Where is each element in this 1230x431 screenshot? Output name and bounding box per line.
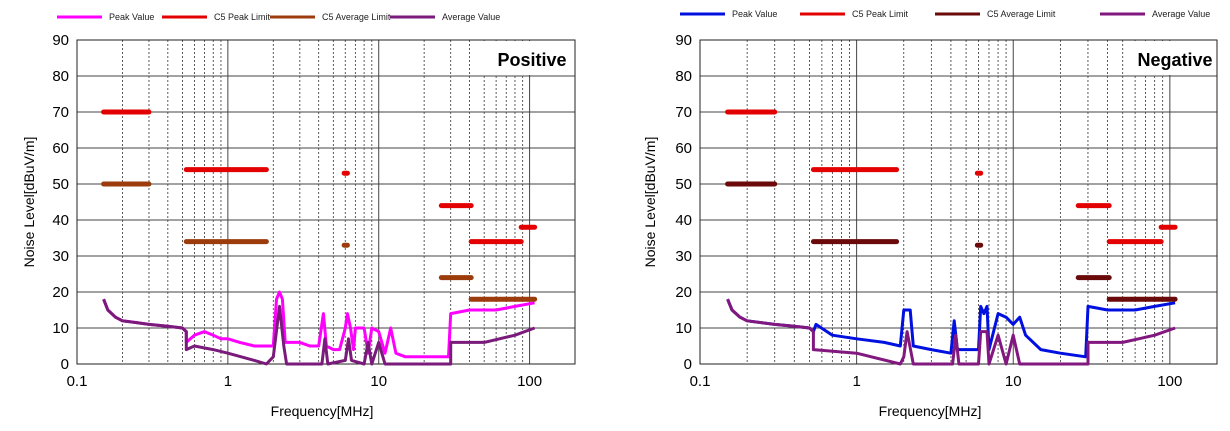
legend-label: C5 Peak Limit: [852, 9, 909, 19]
x-tick-label: 100: [517, 373, 542, 390]
x-tick-label: 100: [1157, 373, 1182, 390]
series-average-value: [726, 298, 1176, 366]
y-tick-label: 40: [675, 212, 692, 229]
chart-title: Positive: [497, 50, 566, 70]
plot-area-border: [699, 39, 1218, 365]
x-axis-label: Frequency[MHz]: [271, 403, 374, 419]
y-tick-label: 0: [684, 356, 692, 373]
y-tick-label: 50: [675, 176, 692, 193]
legend-label: C5 Average Limit: [987, 9, 1056, 19]
chart-title: Negative: [1137, 50, 1212, 70]
x-tick-label: 1: [224, 373, 232, 390]
y-tick-label: 70: [675, 104, 692, 121]
y-tick-label: 90: [675, 32, 692, 49]
y-tick-label: 30: [675, 248, 692, 265]
y-tick-label: 20: [675, 284, 692, 301]
title-background: [1125, 41, 1216, 75]
y-tick-label: 30: [52, 248, 69, 265]
y-tick-label: 80: [52, 68, 69, 85]
chart-negative: 0 10 20 30 40 50 60 70 80 90 0.1 1 10 100 Negative Peak…: [642, 9, 1218, 419]
y-tick-label: 0: [61, 356, 69, 373]
x-tick-label: 1: [852, 373, 860, 390]
y-axis-label: Noise Level[dBuV/m]: [21, 137, 37, 268]
y-tick-label: 20: [52, 284, 69, 301]
y-tick-label: 50: [52, 176, 69, 193]
legend-label: Peak Value: [109, 12, 154, 22]
title-background: [482, 41, 574, 75]
legend-label: Peak Value: [732, 9, 777, 19]
y-tick-label: 40: [52, 212, 69, 229]
y-tick-label: 10: [52, 320, 69, 337]
y-tick-label: 10: [675, 320, 692, 337]
y-tick-label: 90: [52, 32, 69, 49]
legend-label: C5 Average Limit: [322, 12, 391, 22]
y-tick-label: 60: [675, 140, 692, 157]
legend-label: Average Value: [1152, 9, 1210, 19]
y-tick-label: 70: [52, 104, 69, 121]
series-average-value: [102, 298, 536, 366]
y-axis-label: Noise Level[dBuV/m]: [642, 137, 658, 268]
y-tick-label: 80: [675, 68, 692, 85]
legend-label: Average Value: [442, 12, 500, 22]
y-tick-label: 60: [52, 140, 69, 157]
x-axis-label: Frequency[MHz]: [879, 403, 982, 419]
chart-positive: 0 10 20 30 40 50 60 70 80 90 0.1 1 10 100 Positive Peak…: [21, 12, 576, 419]
x-tick-label: 10: [1005, 373, 1022, 390]
x-tick-label: 10: [370, 373, 387, 390]
x-tick-label: 0.1: [67, 373, 88, 390]
plot-area-border: [76, 39, 576, 365]
x-tick-label: 0.1: [690, 373, 711, 390]
legend-label: C5 Peak Limit: [214, 12, 271, 22]
